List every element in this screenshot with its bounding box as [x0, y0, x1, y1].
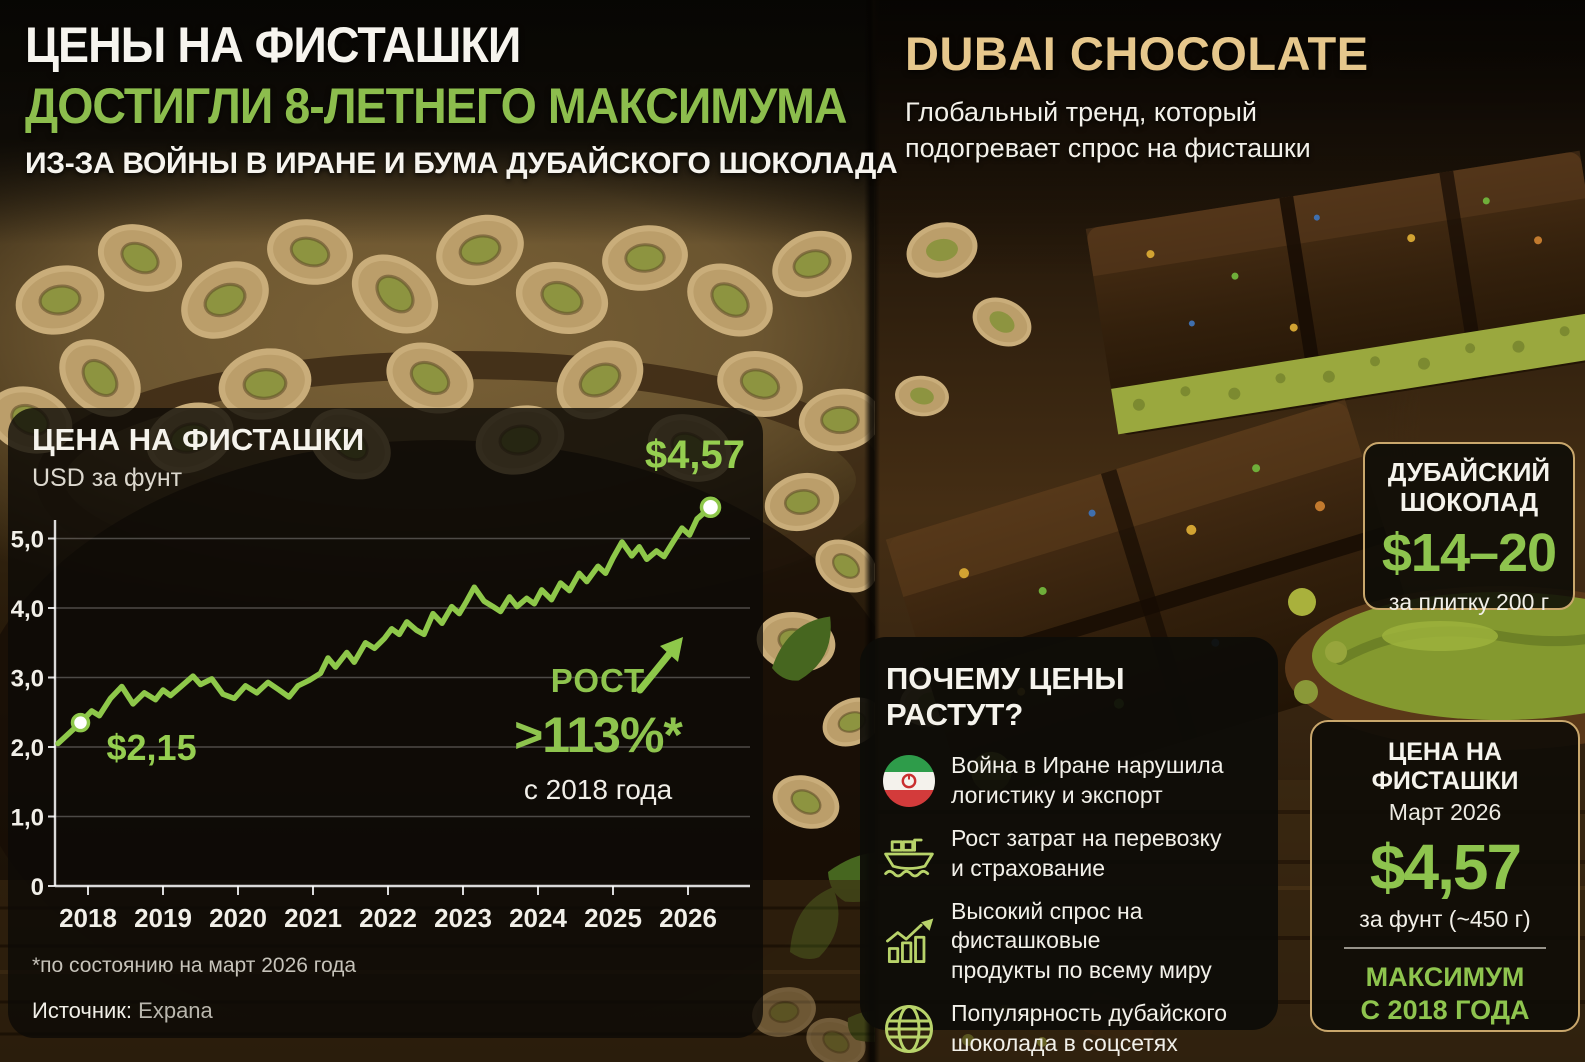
- price-panel-price: $4,57: [1369, 831, 1522, 903]
- dubai-panel-title-line1: ДУБАЙСКИЙ: [1387, 457, 1551, 487]
- green-leaves: [761, 614, 875, 1058]
- source-value: Expana: [138, 998, 213, 1023]
- svg-text:2026: 2026: [659, 903, 717, 933]
- headline-line1: ЦЕНЫ НА ФИСТАШКИ: [25, 17, 521, 73]
- pistachio-price-panel: ЦЕНА НА ФИСТАШКИ Март 2026 $4,57 за фунт…: [1310, 720, 1580, 1032]
- chart-source: Источник: Expana: [32, 998, 213, 1024]
- reason-item-social-media: Популярность дубайского шоколада в соцсе…: [880, 999, 1270, 1059]
- headline-line3: ИЗ-ЗА ВОЙНЫ В ИРАНЕ И БУМА ДУБАЙСКОГО ШО…: [25, 147, 898, 180]
- reasons-title: ПОЧЕМУ ЦЕНЫ РАСТУТ?: [886, 661, 1125, 732]
- chart-title: ЦЕНА НА ФИСТАШКИ: [32, 422, 365, 457]
- svg-text:2021: 2021: [284, 903, 342, 933]
- price-panel-max: МАКСИМУМ С 2018 ГОДА: [1312, 961, 1578, 1027]
- chocolate-drizzle: [1146, 197, 1543, 332]
- reason-item-shipping-costs: Рост затрат на перевозку и страхование: [880, 824, 1270, 884]
- svg-text:0: 0: [31, 874, 44, 901]
- price-panel-unit: за фунт (~450 г): [1359, 906, 1531, 932]
- dubai-title: DUBAI CHOCOLATE: [905, 27, 1369, 80]
- svg-text:2023: 2023: [434, 903, 492, 933]
- svg-text:2024: 2024: [509, 903, 567, 933]
- dubai-panel-unit: за плитку 200 г: [1388, 589, 1550, 616]
- svg-text:2018: 2018: [59, 903, 117, 933]
- svg-text:2,0: 2,0: [11, 735, 44, 762]
- dubai-subtitle: Глобальный тренд, который подогревает сп…: [905, 95, 1369, 166]
- svg-text:4,0: 4,0: [11, 596, 44, 623]
- chart-footnote: *по состоянию на март 2026 года: [32, 954, 357, 977]
- chocolate-bar-top: [1085, 150, 1585, 435]
- reason-text: Высокий спрос на фисташковые продукты по…: [951, 897, 1212, 984]
- dubai-chocolate-headline: DUBAI CHOCOLATE Глобальный тренд, которы…: [905, 26, 1369, 166]
- dubai-subtitle-line1: Глобальный тренд, который: [905, 97, 1257, 127]
- main-headline: ЦЕНЫ НА ФИСТАШКИ ДОСТИГЛИ 8-ЛЕТНЕГО МАКС…: [25, 20, 908, 181]
- growth-value: >113%*: [514, 707, 683, 763]
- price-panel-title: ЦЕНА НА ФИСТАШКИ: [1371, 738, 1519, 795]
- scattered-pistachios: [745, 463, 875, 1062]
- svg-text:5,0: 5,0: [11, 527, 44, 554]
- iran-flag-icon: [880, 753, 938, 809]
- svg-text:2020: 2020: [209, 903, 267, 933]
- growth-since: с 2018 года: [523, 774, 673, 805]
- price-panel-max-line2: С 2018 ГОДА: [1360, 994, 1530, 1025]
- price-chart-panel: ЦЕНА НА ФИСТАШКИ USD за фунт 0 1,0 2,0 3,0 4…: [8, 408, 763, 1038]
- why-prices-rise-panel: ПОЧЕМУ ЦЕНЫ РАСТУТ? Война в Иране наруши…: [860, 637, 1278, 1056]
- price-panel-max-line1: МАКСИМУМ: [1365, 962, 1525, 992]
- cargo-ship-icon: [880, 826, 938, 882]
- headline-line2: ДОСТИГЛИ 8-ЛЕТНЕГО МАКСИМУМА: [25, 78, 847, 134]
- reason-text: Популярность дубайского шоколада в соцсе…: [951, 1000, 1228, 1057]
- price-panel-date: Март 2026: [1388, 799, 1502, 825]
- svg-text:$4,57: $4,57: [645, 433, 745, 477]
- svg-text:$2,15: $2,15: [107, 727, 197, 768]
- dubai-chocolate-price-panel: ДУБАЙСКИЙ ШОКОЛАД $14–20 за плитку 200 г: [1363, 442, 1575, 615]
- reason-item-iran-war: Война в Иране нарушила логистику и экспо…: [880, 751, 1270, 811]
- reason-item-global-demand: Высокий спрос на фисташковые продукты по…: [880, 897, 1270, 987]
- reason-text: Рост затрат на перевозку и страхование: [951, 824, 1222, 881]
- growth-label: РОСТ: [550, 662, 646, 699]
- reason-text: Война в Иране нарушила логистику и экспо…: [951, 752, 1224, 808]
- svg-text:1,0: 1,0: [11, 805, 44, 832]
- chart-subtitle: USD за фунт: [32, 464, 183, 492]
- svg-text:2025: 2025: [584, 903, 642, 933]
- dubai-panel-title-line2: ШОКОЛАД: [1399, 487, 1539, 518]
- rising-chart-icon: [880, 913, 938, 969]
- dubai-panel-price: $14–20: [1381, 523, 1557, 584]
- svg-text:2019: 2019: [134, 903, 192, 933]
- dubai-subtitle-line2: подогревает спрос на фисташки: [905, 132, 1311, 163]
- svg-text:2022: 2022: [359, 903, 417, 933]
- globe-icon: [880, 1001, 938, 1057]
- source-label: Источник:: [32, 998, 133, 1023]
- svg-text:3,0: 3,0: [11, 666, 44, 693]
- price-panel-divider: [1343, 947, 1547, 949]
- dubai-panel-title: ДУБАЙСКИЙ ШОКОЛАД: [1365, 457, 1573, 517]
- growth-annotation: РОСТ >113%* с 2018 года: [448, 662, 748, 806]
